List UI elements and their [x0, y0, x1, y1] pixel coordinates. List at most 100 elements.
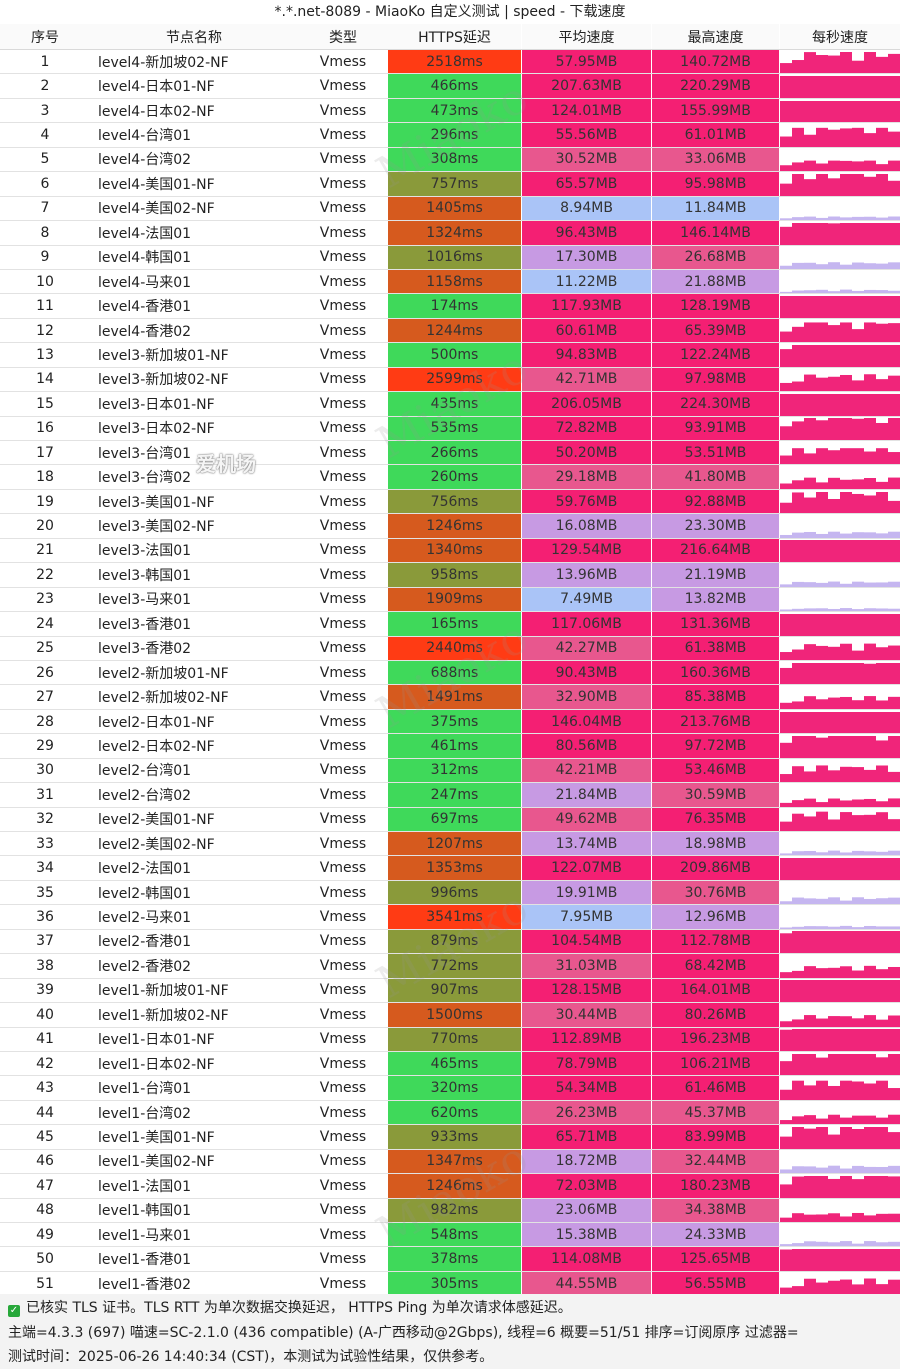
row-type: Vmess — [319, 737, 367, 754]
sparkline-bar — [876, 858, 888, 880]
row-type: Vmess — [319, 762, 367, 779]
sparkline-bar — [888, 772, 900, 783]
row-latency: 548ms — [388, 1223, 522, 1247]
sparkline-bar — [876, 482, 888, 489]
sparkline-bar — [888, 897, 900, 905]
sparkline-bar — [792, 1080, 804, 1100]
table-row: 49 level1-马来01 Vmess 548ms 15.38MB 24.33MB — [0, 1223, 900, 1248]
speed-sparkline — [780, 643, 900, 660]
sparkline-bar — [780, 483, 792, 489]
sparkline-bar — [816, 811, 828, 831]
row-node-name: level2-香港02 — [98, 958, 192, 975]
sparkline-bar — [864, 582, 876, 587]
sparkline-bar — [888, 926, 900, 929]
row-type: Vmess — [319, 811, 367, 828]
sparkline-bar — [816, 393, 828, 416]
sparkline-bar — [852, 1249, 864, 1271]
sparkline-bar — [852, 711, 864, 734]
sparkline-bar — [864, 161, 876, 172]
header-index: 序号 — [31, 29, 59, 46]
sparkline-bar — [816, 447, 828, 465]
sparkline-bar — [780, 165, 792, 172]
sparkline-bar — [792, 701, 804, 709]
row-index: 33 — [36, 835, 54, 852]
sparkline-bar — [888, 609, 900, 612]
sparkline-bar — [876, 1214, 888, 1222]
sparkline-bar — [780, 136, 792, 147]
row-type: Vmess — [319, 566, 367, 583]
row-avg-speed: 23.06MB — [522, 1198, 652, 1222]
sparkline-bar — [864, 1115, 876, 1125]
sparkline-bar — [840, 711, 852, 734]
row-latency: 1246ms — [388, 514, 522, 538]
header-latency: HTTPS延迟 — [388, 24, 522, 49]
sparkline-bar — [876, 533, 888, 538]
table-row: 43 level1-台湾01 Vmess 320ms 54.34MB 61.46MB — [0, 1076, 900, 1101]
row-avg-speed: 128.15MB — [522, 978, 652, 1003]
table-row: 15 level3-日本01-NF Vmess 435ms 206.05MB 224.30… — [0, 392, 900, 417]
table-row: 7 level4-美国02-NF Vmess 1405ms 8.94MB 11.84MB — [0, 196, 900, 222]
sparkline-bar — [888, 418, 900, 440]
row-latency: 697ms — [388, 807, 522, 831]
table-body: 1 level4-新加坡02-NF Vmess 2518ms 57.95MB 140.72… — [0, 50, 900, 1297]
row-avg-speed: 49.62MB — [522, 807, 652, 831]
sparkline-bar — [876, 263, 888, 269]
row-index: 27 — [36, 689, 54, 706]
sparkline-bar — [888, 344, 900, 367]
row-avg-speed: 96.43MB — [522, 221, 652, 245]
table-row: 40 level1-新加坡02-NF Vmess 1500ms 30.44MB 80.26… — [0, 1003, 900, 1028]
sparkline-bar — [888, 1088, 900, 1100]
row-node-name: level3-美国01-NF — [98, 494, 215, 511]
sparkline-bar — [888, 1166, 900, 1174]
sparkline-bar — [852, 76, 864, 98]
sparkline-bar — [852, 380, 864, 392]
row-type: Vmess — [319, 933, 367, 950]
sparkline-bar — [864, 217, 876, 221]
row-node-name: level3-法国01 — [98, 543, 192, 560]
sparkline-bar — [816, 801, 828, 807]
sparkline-bar — [792, 1053, 804, 1076]
sparkline-bar — [792, 1166, 804, 1174]
sparkline-bar — [804, 816, 816, 831]
row-per-second-chart — [780, 1003, 900, 1027]
sparkline-bar — [876, 344, 888, 367]
sparkline-bar — [840, 491, 852, 514]
sparkline-bar — [840, 321, 852, 343]
speed-sparkline — [780, 1080, 900, 1100]
row-per-second-chart — [780, 759, 900, 783]
sparkline-bar — [816, 54, 828, 74]
sparkline-bar — [888, 819, 900, 831]
row-node-name: level1-美国02-NF — [98, 1154, 215, 1171]
sparkline-bar — [804, 1114, 816, 1125]
sparkline-bar — [780, 774, 792, 783]
table-row: 24 level3-香港01 Vmess 165ms 117.06MB 131.36MB — [0, 612, 900, 637]
row-avg-speed: 42.21MB — [522, 758, 652, 783]
sparkline-bar — [864, 451, 876, 465]
sparkline-bar — [792, 480, 804, 489]
sparkline-bar — [852, 970, 864, 978]
row-max-speed: 53.46MB — [652, 758, 780, 783]
row-node-name: level1-马来01 — [98, 1227, 192, 1244]
row-latency: 756ms — [388, 489, 522, 514]
sparkline-bar — [804, 161, 816, 172]
row-type: Vmess — [319, 1055, 367, 1072]
sparkline-bar — [804, 931, 816, 954]
sparkline-bar — [888, 296, 900, 318]
row-latency: 500ms — [388, 343, 522, 367]
row-type: Vmess — [319, 786, 367, 803]
footer: ✓ 已核实 TLS 证书。TLS RTT 为单次数据交换延迟， HTTPS Pin… — [0, 1294, 900, 1369]
sparkline-bar — [828, 735, 840, 758]
row-index: 44 — [36, 1104, 54, 1121]
sparkline-bar — [864, 643, 876, 660]
sparkline-bar — [828, 161, 840, 172]
sparkline-bar — [840, 858, 852, 880]
row-index: 10 — [36, 273, 54, 290]
sparkline-bar — [816, 482, 828, 489]
row-max-speed: 11.84MB — [652, 196, 780, 221]
row-max-speed: 21.19MB — [652, 563, 780, 587]
sparkline-bar — [876, 1249, 888, 1271]
row-max-speed: 80.26MB — [652, 1003, 780, 1027]
row-type: Vmess — [319, 664, 367, 681]
sparkline-bar — [804, 966, 816, 978]
row-avg-speed: 80.56MB — [522, 734, 652, 758]
